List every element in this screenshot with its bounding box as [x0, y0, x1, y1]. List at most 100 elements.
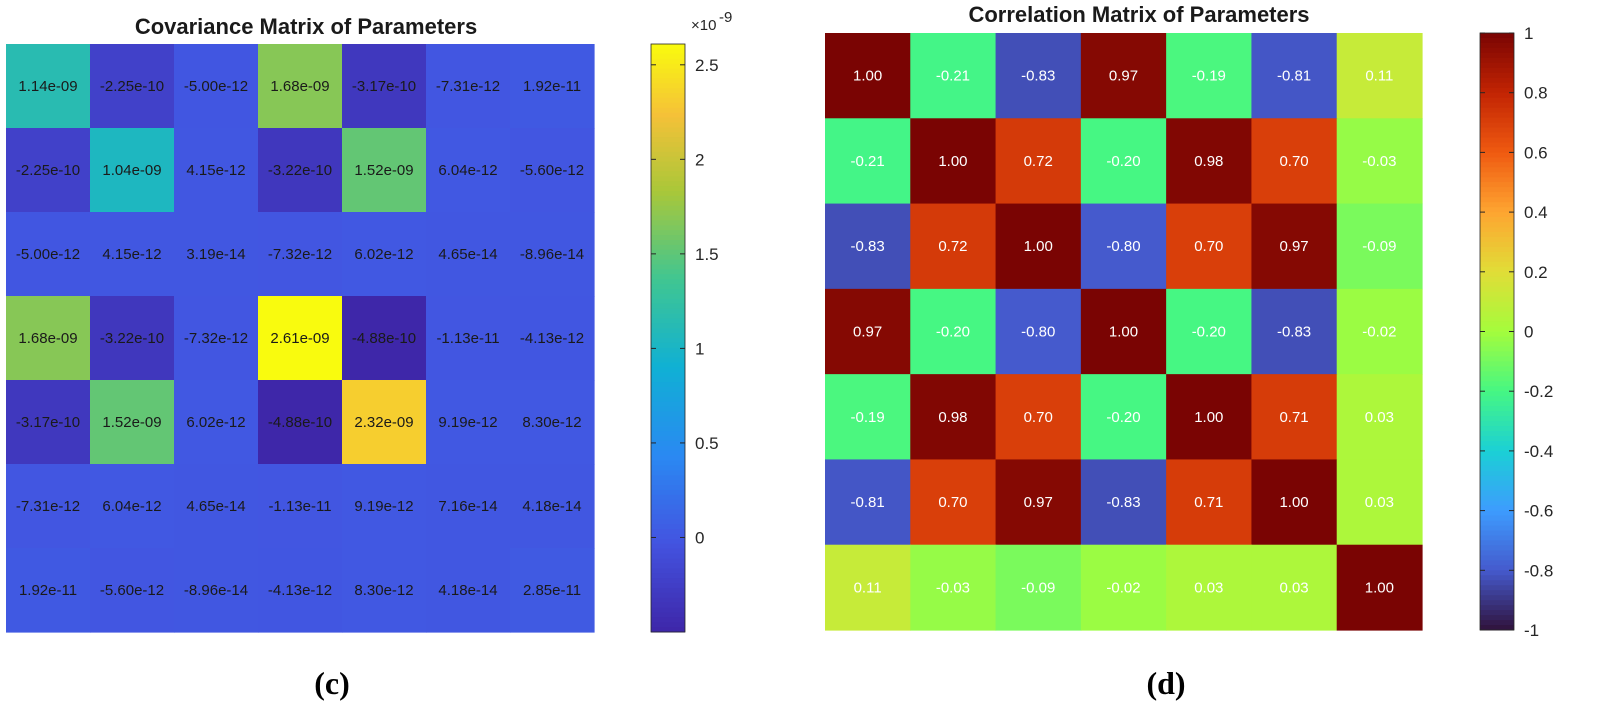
colorbar-segment	[1480, 326, 1514, 332]
colorbar-segment	[1480, 261, 1514, 268]
heatmap-cell	[825, 203, 911, 290]
colorbar-segment	[651, 431, 685, 437]
colorbar-segment	[1480, 197, 1514, 203]
heatmap-cell	[1251, 288, 1338, 375]
colorbar-segment	[651, 367, 685, 373]
colorbar-segment	[651, 83, 685, 89]
colorbar-segment	[651, 195, 685, 202]
heatmap-cell	[1336, 33, 1423, 119]
colorbar-segment	[651, 382, 685, 388]
colorbar-segment	[1480, 232, 1514, 238]
colorbar-segment	[651, 396, 685, 403]
cell-label: -0.21	[851, 153, 885, 170]
colorbar-segment	[1480, 117, 1514, 124]
colorbar-segment	[651, 436, 685, 442]
cell-label: 1.14e-09	[18, 78, 77, 95]
colorbar-segment	[651, 264, 685, 270]
heatmap-cell	[342, 464, 427, 549]
colorbar-segment	[1480, 286, 1514, 293]
colorbar-segment	[1480, 33, 1514, 39]
heatmap-cell	[426, 380, 511, 465]
cell-label: 1.92e-11	[523, 78, 581, 95]
colorbar-segment	[1480, 460, 1514, 467]
cell-label: 1.52e-09	[102, 414, 161, 431]
colorbar-segment	[1480, 550, 1514, 556]
colorbar-exponent-power: -9	[719, 9, 732, 26]
colorbar-segment	[1480, 291, 1514, 298]
colorbar-segment	[1480, 515, 1514, 522]
cell-label: -7.31e-12	[436, 78, 500, 95]
colorbar-tick-label: 1	[1524, 24, 1533, 43]
heatmap-cell	[1251, 459, 1338, 546]
colorbar-segment	[651, 578, 685, 584]
colorbar-segment	[651, 210, 685, 216]
heatmap-cell	[825, 459, 911, 546]
colorbar-segment	[651, 97, 685, 104]
colorbar-segment	[1480, 520, 1514, 527]
colorbar-segment	[1480, 585, 1514, 591]
colorbar-segment	[1480, 590, 1514, 596]
cell-label: -0.02	[1362, 324, 1396, 341]
heatmap-cell	[258, 212, 343, 297]
colorbar-segment	[1480, 102, 1514, 109]
cell-label: 0.98	[938, 409, 967, 426]
colorbar-segment	[651, 342, 685, 349]
cell-label: -0.20	[1192, 324, 1226, 341]
heatmap-cell	[510, 128, 595, 213]
cell-label: 4.65e-14	[438, 246, 497, 263]
cell-label: -7.32e-12	[268, 246, 332, 263]
cell-label: 0.03	[1279, 579, 1308, 596]
heatmap-cell	[426, 296, 511, 381]
colorbar-segment	[651, 475, 685, 481]
heatmap-cell	[174, 44, 259, 129]
colorbar-segment	[651, 205, 685, 212]
colorbar-segment	[651, 78, 685, 84]
colorbar-segment	[1480, 92, 1514, 99]
colorbar-segment	[1480, 217, 1514, 223]
colorbar-segment	[1480, 535, 1514, 541]
cell-label: 0.70	[1194, 238, 1223, 255]
colorbar-segment	[1480, 107, 1514, 114]
colorbar-segment	[1480, 331, 1514, 337]
colorbar-segment	[651, 538, 685, 545]
colorbar-segment	[651, 568, 685, 574]
heatmap-cell	[1336, 118, 1423, 205]
colorbar-segment	[651, 53, 685, 60]
colorbar-segment	[651, 362, 685, 368]
colorbar-segment	[1480, 555, 1514, 561]
colorbar-segment	[651, 112, 685, 118]
colorbar-segment	[651, 548, 685, 555]
cell-label: 1.68e-09	[270, 78, 329, 95]
colorbar-segment	[1480, 376, 1514, 382]
cell-label: 1.68e-09	[18, 330, 77, 347]
colorbar-segment	[651, 519, 685, 525]
colorbar-segment	[1480, 97, 1514, 104]
colorbar-segment	[1480, 465, 1514, 472]
colorbar-segment	[1480, 545, 1514, 551]
cell-label: -0.19	[1192, 68, 1226, 85]
cell-label: 1.00	[1279, 494, 1308, 511]
colorbar-segment	[651, 132, 685, 138]
heatmap-cell	[995, 288, 1082, 375]
heatmap-cell	[825, 288, 911, 375]
colorbar-segment	[1480, 381, 1514, 387]
heatmap-cell	[1336, 459, 1423, 546]
colorbar-segment	[1480, 266, 1514, 273]
colorbar-segment	[1480, 276, 1514, 283]
colorbar-segment	[1480, 187, 1514, 193]
cell-label: -3.17e-10	[16, 414, 80, 431]
colorbar-segment	[651, 289, 685, 295]
colorbar-segment	[1480, 336, 1514, 342]
colorbar-segment	[1480, 251, 1514, 258]
colorbar-segment	[1480, 162, 1514, 168]
heatmap-cell	[910, 459, 997, 546]
colorbar-segment	[1480, 391, 1514, 397]
cell-label: 8.30e-12	[522, 414, 581, 431]
colorbar-tick-label: 0.8	[1524, 84, 1548, 103]
colorbar-segment	[651, 161, 685, 167]
colorbar-segment	[651, 416, 685, 422]
heatmap-cell	[1166, 544, 1253, 631]
colorbar-segment	[651, 460, 685, 466]
heatmap-cell	[910, 33, 997, 119]
